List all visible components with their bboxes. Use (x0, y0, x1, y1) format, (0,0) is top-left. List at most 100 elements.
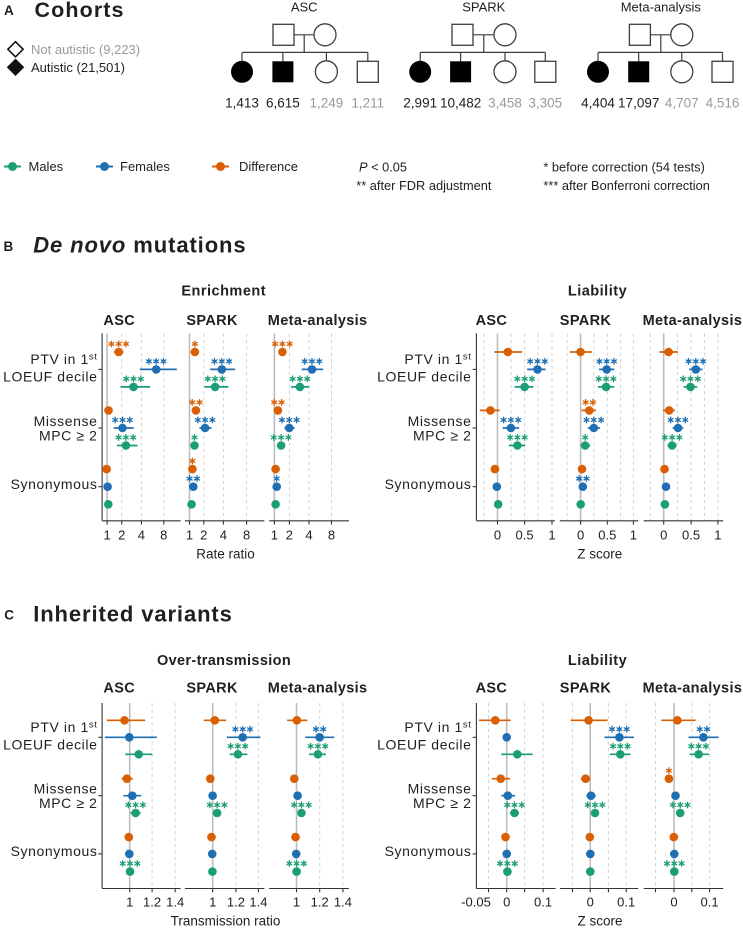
svg-text:1.4: 1.4 (249, 895, 267, 910)
svg-text:Meta-analysis: Meta-analysis (268, 313, 368, 329)
svg-text:0.5: 0.5 (598, 528, 616, 543)
svg-text:Synonymous: Synonymous (385, 476, 472, 492)
svg-text:Cohorts: Cohorts (35, 0, 125, 22)
svg-text:4: 4 (305, 528, 312, 543)
svg-text:0: 0 (670, 895, 677, 910)
svg-text:0: 0 (494, 528, 501, 543)
svg-text:SPARK: SPARK (560, 681, 612, 697)
svg-text:0: 0 (503, 895, 510, 910)
svg-text:1.2: 1.2 (311, 895, 329, 910)
svg-text:MPC ≥ 2: MPC ≥ 2 (39, 795, 98, 811)
svg-text:1.2: 1.2 (143, 895, 161, 910)
svg-text:LOEUF decile: LOEUF decile (3, 369, 97, 385)
svg-text:2,991: 2,991 (403, 96, 437, 111)
svg-text:ASC: ASC (103, 681, 135, 697)
svg-text:Meta-analysis: Meta-analysis (643, 313, 743, 329)
svg-text:1: 1 (714, 528, 721, 543)
svg-text:ASC: ASC (103, 313, 135, 329)
svg-text:6,615: 6,615 (266, 96, 300, 111)
svg-text:0: 0 (660, 528, 667, 543)
svg-text:SPARK: SPARK (186, 681, 238, 697)
svg-text:2: 2 (286, 528, 293, 543)
svg-text:1,211: 1,211 (351, 96, 384, 111)
svg-text:PTV in 1st: PTV in 1st (30, 719, 97, 735)
svg-text:8: 8 (160, 528, 167, 543)
svg-text:1.2: 1.2 (227, 895, 245, 910)
svg-text:MPC ≥ 2: MPC ≥ 2 (39, 427, 98, 443)
svg-text:4,516: 4,516 (706, 96, 740, 111)
svg-text:LOEUF decile: LOEUF decile (3, 737, 97, 753)
svg-text:Rate ratio: Rate ratio (196, 547, 255, 562)
svg-text:2: 2 (118, 528, 125, 543)
svg-text:** after FDR adjustment: ** after FDR adjustment (356, 178, 492, 193)
svg-text:Synonymous: Synonymous (385, 843, 472, 859)
svg-text:Missense: Missense (408, 413, 472, 429)
svg-text:Enrichment: Enrichment (181, 284, 266, 300)
svg-text:8: 8 (328, 528, 335, 543)
svg-text:1,413: 1,413 (225, 96, 259, 111)
svg-text:Autistic (21,501): Autistic (21,501) (31, 60, 125, 75)
svg-text:Meta-analysis: Meta-analysis (621, 0, 702, 15)
svg-text:Liability: Liability (568, 284, 627, 300)
svg-text:1: 1 (186, 528, 193, 543)
svg-text:B: B (4, 239, 14, 254)
svg-text:17,097: 17,097 (618, 96, 659, 111)
svg-text:P < 0.05: P < 0.05 (359, 160, 407, 175)
svg-text:0.1: 0.1 (701, 895, 719, 910)
svg-text:A: A (4, 3, 14, 18)
svg-text:0.5: 0.5 (516, 528, 534, 543)
svg-text:1: 1 (209, 895, 216, 910)
svg-text:Liability: Liability (568, 653, 627, 669)
svg-text:0.1: 0.1 (534, 895, 552, 910)
svg-text:Meta-analysis: Meta-analysis (268, 681, 368, 697)
svg-text:0.1: 0.1 (617, 895, 635, 910)
svg-text:1: 1 (271, 528, 278, 543)
svg-text:0: 0 (577, 528, 584, 543)
svg-text:ASC: ASC (476, 313, 508, 329)
svg-text:4: 4 (220, 528, 227, 543)
svg-text:1: 1 (103, 528, 110, 543)
svg-text:ASC: ASC (291, 0, 318, 15)
svg-text:Females: Females (120, 159, 170, 174)
svg-text:Missense: Missense (408, 781, 472, 797)
svg-text:Missense: Missense (34, 781, 98, 797)
svg-text:4,707: 4,707 (665, 96, 699, 111)
svg-text:ASC: ASC (476, 681, 508, 697)
svg-text:4: 4 (138, 528, 145, 543)
svg-text:1.4: 1.4 (334, 895, 352, 910)
svg-text:PTV in 1st: PTV in 1st (30, 351, 97, 367)
svg-text:1: 1 (126, 895, 133, 910)
svg-text:Z score: Z score (577, 547, 622, 562)
svg-text:3,305: 3,305 (528, 96, 562, 111)
svg-text:10,482: 10,482 (440, 96, 481, 111)
svg-text:Over-transmission: Over-transmission (157, 653, 291, 669)
svg-text:Synonymous: Synonymous (11, 843, 98, 859)
svg-text:De novo mutations: De novo mutations (33, 233, 246, 258)
svg-text:Transmission ratio: Transmission ratio (171, 914, 281, 929)
svg-text:1: 1 (630, 528, 637, 543)
svg-text:1: 1 (293, 895, 300, 910)
svg-text:SPARK: SPARK (462, 0, 505, 15)
svg-text:Males: Males (29, 159, 64, 174)
svg-text:Synonymous: Synonymous (11, 476, 98, 492)
svg-text:0.5: 0.5 (682, 528, 700, 543)
svg-text:C: C (4, 608, 14, 623)
svg-text:*** after Bonferroni correctio: *** after Bonferroni correction (543, 178, 709, 193)
svg-text:1,249: 1,249 (310, 96, 344, 111)
svg-text:Meta-analysis: Meta-analysis (643, 681, 743, 697)
svg-text:4,404: 4,404 (581, 96, 615, 111)
svg-text:2: 2 (200, 528, 207, 543)
svg-text:1: 1 (548, 528, 555, 543)
svg-text:Z score: Z score (577, 914, 622, 929)
svg-text:Difference: Difference (239, 159, 298, 174)
svg-text:MPC ≥ 2: MPC ≥ 2 (413, 795, 472, 811)
svg-text:PTV in 1st: PTV in 1st (404, 351, 471, 367)
svg-text:MPC ≥ 2: MPC ≥ 2 (413, 427, 472, 443)
svg-text:Inherited variants: Inherited variants (33, 602, 233, 627)
svg-text:-0.05: -0.05 (461, 895, 491, 910)
svg-text:8: 8 (243, 528, 250, 543)
svg-text:1.4: 1.4 (166, 895, 184, 910)
svg-text:SPARK: SPARK (560, 313, 612, 329)
svg-text:0: 0 (587, 895, 594, 910)
svg-text:PTV in 1st: PTV in 1st (404, 719, 471, 735)
